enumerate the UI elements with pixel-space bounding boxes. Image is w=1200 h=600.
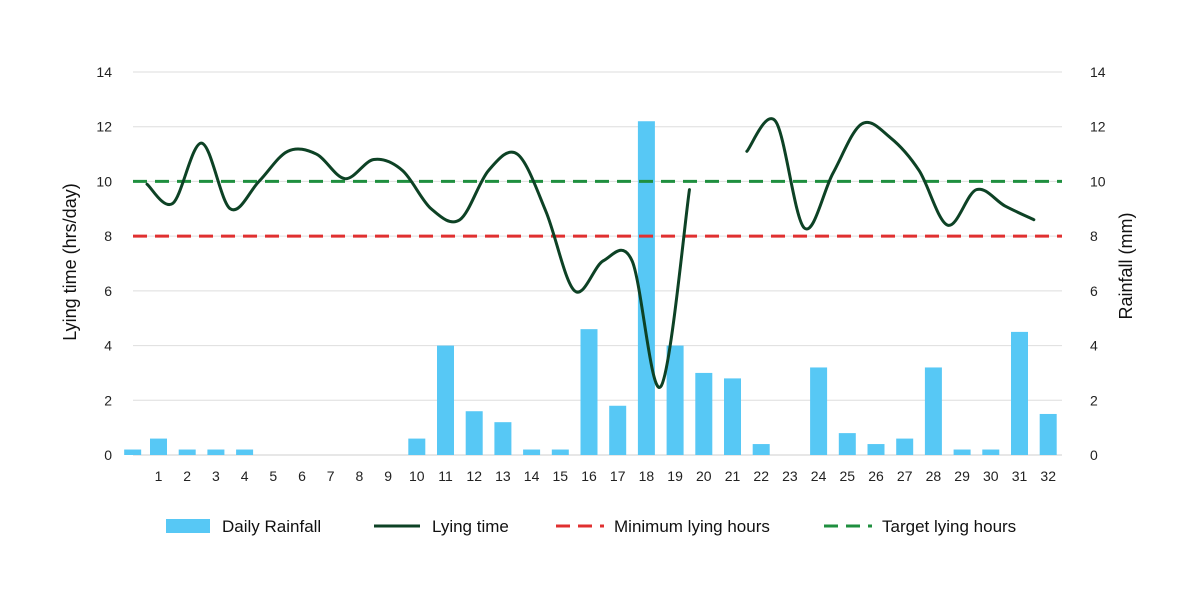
rainfall-bar xyxy=(465,411,483,455)
lying-time-segment xyxy=(745,117,1036,231)
y-left-tick-label: 6 xyxy=(104,283,112,299)
rainfall-bar xyxy=(695,372,713,455)
x-tick-label: 6 xyxy=(298,468,306,484)
y-right-tick-label: 4 xyxy=(1090,338,1098,354)
rainfall-bar xyxy=(609,405,627,455)
rainfall-bar xyxy=(1011,331,1028,455)
rainfall-bar xyxy=(150,438,167,455)
y-left-tick-label: 0 xyxy=(104,447,112,463)
x-tick-label: 9 xyxy=(384,468,392,484)
x-tick-label: 2 xyxy=(183,468,191,484)
rainfall-bar xyxy=(551,449,569,455)
x-tick-label: 22 xyxy=(753,468,769,484)
y-right-tick-label: 8 xyxy=(1090,228,1098,244)
x-tick-label: 7 xyxy=(327,468,335,484)
rainfall-bar xyxy=(437,345,454,455)
x-tick-label: 5 xyxy=(269,468,277,484)
x-tick-label: 15 xyxy=(553,468,569,484)
x-tick-label: 23 xyxy=(782,468,798,484)
x-tick-label: 26 xyxy=(868,468,884,484)
rainfall-bar xyxy=(408,438,426,455)
x-tick-label: 16 xyxy=(581,468,597,484)
left-axis-title: Lying time (hrs/day) xyxy=(60,183,80,340)
x-tick-label: 10 xyxy=(409,468,425,484)
x-tick-label: 21 xyxy=(725,468,741,484)
x-tick-label: 25 xyxy=(840,468,856,484)
x-tick-label: 1 xyxy=(155,468,163,484)
x-tick-label: 31 xyxy=(1012,468,1028,484)
x-tick-label: 20 xyxy=(696,468,712,484)
y-left-tick-label: 8 xyxy=(104,228,112,244)
rainfall-bars xyxy=(124,121,1057,455)
y-right-tick-label: 2 xyxy=(1090,392,1098,408)
x-tick-label: 24 xyxy=(811,468,827,484)
rainfall-bar xyxy=(494,422,512,455)
legend-swatch-daily-rainfall xyxy=(166,519,210,533)
rainfall-bar xyxy=(523,449,541,455)
rainfall-bar xyxy=(207,449,225,455)
legend-label-minimum-lying-hours: Minimum lying hours xyxy=(614,517,770,536)
x-tick-label: 8 xyxy=(356,468,364,484)
rainfall-bar xyxy=(178,449,196,455)
rainfall-bar xyxy=(810,367,828,455)
x-tick-label: 14 xyxy=(524,468,540,484)
rainfall-bar xyxy=(953,449,971,455)
y-right-tick-label: 10 xyxy=(1090,173,1106,189)
rainfall-bar xyxy=(752,444,770,455)
rainfall-bar xyxy=(724,378,741,455)
y-right-tick-label: 0 xyxy=(1090,447,1098,463)
rainfall-bar xyxy=(666,345,684,455)
legend: Daily Rainfall Lying time Minimum lying … xyxy=(166,517,1016,536)
rainfall-bar xyxy=(867,444,885,455)
legend-label-daily-rainfall: Daily Rainfall xyxy=(222,517,321,536)
x-tick-label: 27 xyxy=(897,468,913,484)
x-tick-label: 13 xyxy=(495,468,511,484)
rainfall-bar xyxy=(896,438,914,455)
rainfall-bar xyxy=(982,449,1000,455)
rainfall-bar xyxy=(637,121,655,455)
x-tick-label: 4 xyxy=(241,468,249,484)
x-tick-label: 18 xyxy=(639,468,655,484)
y-right-tick-label: 6 xyxy=(1090,283,1098,299)
y-left-tick-label: 2 xyxy=(104,392,112,408)
lying-time-line xyxy=(145,117,1036,389)
x-tick-label: 32 xyxy=(1040,468,1056,484)
legend-label-lying-time: Lying time xyxy=(432,517,509,536)
x-tick-label: 28 xyxy=(926,468,942,484)
rainfall-bar xyxy=(1039,413,1057,455)
legend-label-target-lying-hours: Target lying hours xyxy=(882,517,1016,536)
right-axis-title: Rainfall (mm) xyxy=(1116,212,1136,319)
rainfall-bar xyxy=(838,433,856,455)
rainfall-bar xyxy=(924,367,942,455)
rainfall-bar xyxy=(124,449,142,455)
x-tick-label: 11 xyxy=(438,468,453,484)
reference-lines xyxy=(133,179,1062,238)
lying-time-segment xyxy=(145,141,691,389)
y-right-tick-label: 12 xyxy=(1090,119,1106,135)
y-left-tick-label: 14 xyxy=(96,64,112,80)
rainfall-bar xyxy=(236,449,254,455)
y-right-tick-label: 14 xyxy=(1090,64,1106,80)
x-tick-label: 29 xyxy=(954,468,970,484)
y-left-tick-label: 4 xyxy=(104,338,112,354)
x-tick-label: 19 xyxy=(667,468,683,484)
y-left-tick-label: 10 xyxy=(96,173,112,189)
x-tick-label: 3 xyxy=(212,468,220,484)
rainfall-bar xyxy=(580,329,598,455)
x-tick-label: 30 xyxy=(983,468,999,484)
x-tick-label: 12 xyxy=(466,468,482,484)
y-left-tick-label: 12 xyxy=(96,119,112,135)
x-tick-label: 17 xyxy=(610,468,626,484)
